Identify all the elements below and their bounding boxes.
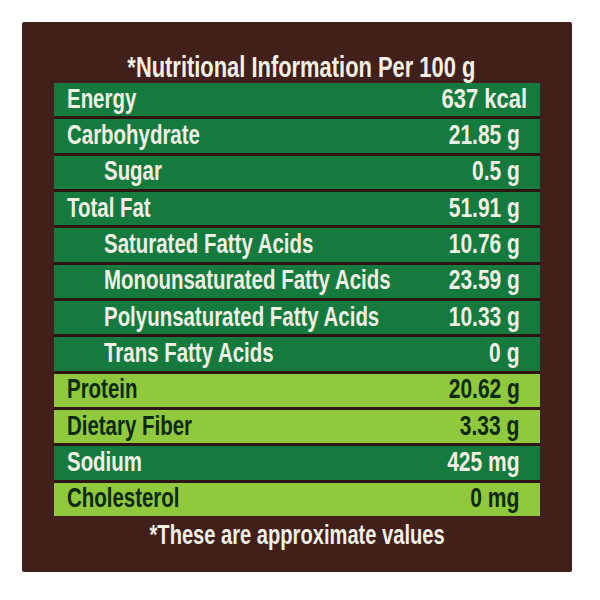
nutrient-label: Energy: [67, 83, 136, 115]
nutrient-row-carbohydrate: Carbohydrate 21.85 g: [54, 119, 540, 152]
nutrient-row-saturated-fatty-acids: Saturated Fatty Acids 10.76 g: [54, 228, 540, 261]
nutrient-row-polyunsaturated-fatty-acids: Polyunsaturated Fatty Acids 10.33 g: [54, 301, 540, 334]
nutrient-label: Monounsaturated Fatty Acids: [104, 264, 391, 296]
nutrient-value: 0 mg: [470, 482, 519, 514]
nutrient-value: 3.33 g: [460, 410, 520, 442]
nutrient-row-sodium: Sodium 425 mg: [54, 446, 540, 479]
nutrient-label: Dietary Fiber: [67, 410, 192, 442]
nutrient-row-energy: Energy 637 kcal: [54, 83, 540, 116]
nutrient-label: Polyunsaturated Fatty Acids: [104, 301, 379, 333]
panel-title: *Nutritional Information Per 100 g: [26, 48, 576, 86]
nutrient-label: Saturated Fatty Acids: [104, 228, 313, 260]
nutrient-row-cholesterol: Cholesterol 0 mg: [54, 483, 540, 516]
nutrient-row-monounsaturated-fatty-acids: Monounsaturated Fatty Acids 23.59 g: [54, 265, 540, 298]
nutrient-row-sugar: Sugar 0.5 g: [54, 156, 540, 189]
panel-footer: *These are approximate values: [22, 520, 572, 550]
nutrient-value: 23.59 g: [448, 264, 519, 296]
nutrient-label: Total Fat: [67, 192, 151, 224]
nutrient-value: 10.33 g: [448, 301, 519, 333]
panel-footer-text: *These are approximate values: [149, 520, 444, 550]
nutrient-label: Sodium: [67, 446, 142, 478]
nutrient-value: 0 g: [489, 337, 519, 369]
nutrient-value: 637 kcal: [441, 83, 527, 115]
nutrient-value: 10.76 g: [448, 228, 519, 260]
nutrient-value: 20.62 g: [448, 373, 519, 405]
nutrition-label-panel: *Nutritional Information Per 100 g Energ…: [22, 22, 572, 572]
nutrient-value: 21.85 g: [448, 119, 519, 151]
nutrient-value: 425 mg: [447, 446, 519, 478]
nutrient-label: Carbohydrate: [67, 119, 200, 151]
nutrient-row-trans-fatty-acids: Trans Fatty Acids 0 g: [54, 337, 540, 370]
panel-title-text: *Nutritional Information Per 100 g: [127, 48, 475, 86]
nutrient-label: Trans Fatty Acids: [104, 337, 274, 369]
nutrient-label: Protein: [67, 373, 137, 405]
nutrient-label: Sugar: [104, 155, 162, 187]
nutrient-rows: Energy 637 kcal Carbohydrate 21.85 g Sugar 0.…: [54, 83, 540, 516]
nutrient-label: Cholesterol: [67, 482, 179, 514]
nutrient-value: 51.91 g: [448, 192, 519, 224]
nutrient-row-total-fat: Total Fat 51.91 g: [54, 192, 540, 225]
nutrient-row-dietary-fiber: Dietary Fiber 3.33 g: [54, 410, 540, 443]
nutrient-value: 0.5 g: [472, 155, 520, 187]
nutrient-row-protein: Protein 20.62 g: [54, 374, 540, 407]
